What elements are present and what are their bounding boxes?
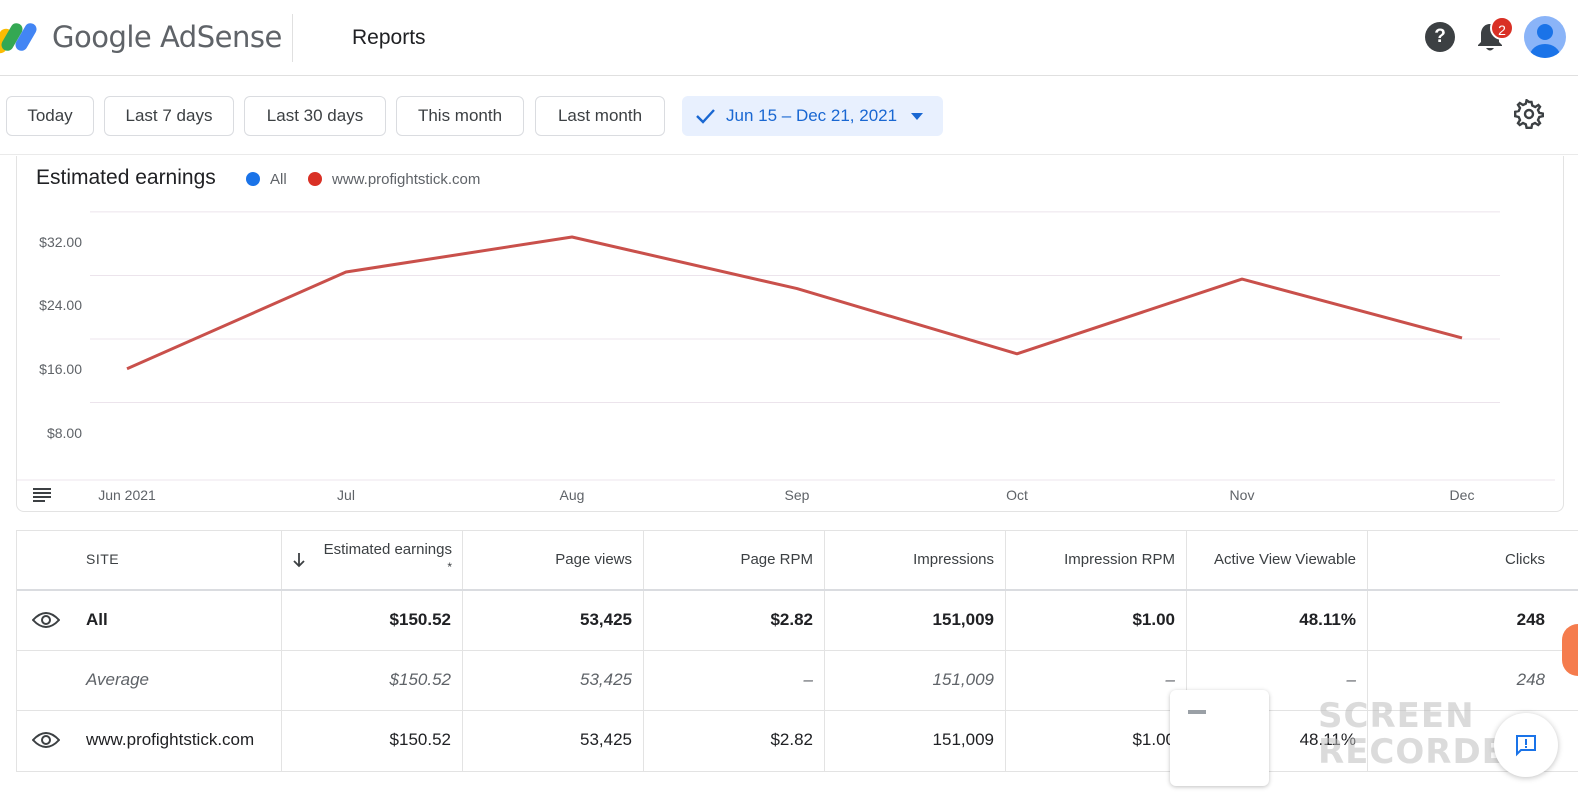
chip-today[interactable]: Today: [6, 96, 94, 136]
report-table: [16, 530, 1578, 772]
settings-gear-icon[interactable]: [1514, 99, 1544, 129]
chip-last-month[interactable]: Last month: [535, 96, 665, 136]
chart-card: [16, 156, 1564, 512]
y-tick-label: $24.00: [39, 297, 82, 313]
feedback-button[interactable]: [1494, 713, 1558, 777]
page-title: Reports: [352, 26, 426, 49]
x-tick-label: Dec: [1449, 487, 1475, 503]
x-tick-label: Jul: [337, 487, 355, 503]
selected-range-label: Jun 15 – Dec 21, 2021: [726, 106, 898, 125]
column-divider: [1186, 530, 1187, 772]
table-cell: 248: [1516, 670, 1545, 689]
row-label-average: Average: [86, 670, 150, 689]
row-label-site: www.profightstick.com: [86, 730, 255, 749]
x-tick-label: Jun 2021: [98, 487, 156, 503]
table-cell: $1.00: [1132, 610, 1175, 629]
column-divider: [1367, 530, 1368, 772]
column-divider: [643, 530, 644, 772]
table-cell: 53,425: [580, 670, 632, 689]
account-avatar[interactable]: [1524, 16, 1566, 58]
top-app-bar: Google AdSense Reports ? 2: [0, 0, 1578, 76]
column-divider: [462, 530, 463, 772]
chip-last-30-days[interactable]: Last 30 days: [244, 96, 386, 136]
brand-name[interactable]: Google AdSense: [52, 20, 282, 54]
adsense-logo-icon: [0, 23, 37, 54]
chip-last-7-days[interactable]: Last 7 days: [104, 96, 234, 136]
visibility-eye-icon[interactable]: [32, 611, 60, 629]
help-icon[interactable]: ?: [1425, 22, 1455, 52]
floating-widget-edge[interactable]: [1562, 624, 1578, 676]
column-header-site[interactable]: SITE: [86, 551, 120, 567]
row-divider: [17, 710, 1578, 711]
row-label-all: All: [86, 610, 108, 629]
chip-custom-range[interactable]: Jun 15 – Dec 21, 2021: [682, 96, 943, 136]
table-cell: $2.82: [770, 610, 813, 629]
recorder-watermark: SCREEN RECORDER: [1318, 698, 1533, 770]
x-tick-label: Oct: [1006, 487, 1028, 503]
column-header-impressions[interactable]: Impressions: [913, 551, 994, 568]
column-header-page-views[interactable]: Page views: [555, 551, 632, 568]
chip-this-month[interactable]: This month: [396, 96, 524, 136]
y-tick-label: $32.00: [39, 234, 82, 250]
column-header-clicks[interactable]: Clicks: [1505, 551, 1545, 568]
row-divider: [17, 650, 1578, 651]
x-tick-label: Sep: [784, 487, 810, 503]
table-cell: 248: [1516, 610, 1545, 629]
sort-descending-icon[interactable]: [292, 552, 306, 568]
column-header-impression-rpm[interactable]: Impression RPM: [1064, 551, 1175, 568]
table-cell: 48.11%: [1299, 610, 1356, 629]
legend-label-all[interactable]: All: [270, 171, 287, 188]
visibility-eye-icon[interactable]: [32, 731, 60, 749]
table-cell: –: [1165, 670, 1175, 689]
watermark-line: SCREEN: [1318, 696, 1475, 736]
column-header-active-view-viewable[interactable]: Active View Viewable: [1213, 551, 1356, 568]
table-cell: 151,009: [932, 610, 994, 629]
table-cell: $150.52: [389, 610, 451, 629]
chart-title: Estimated earnings: [36, 166, 216, 189]
check-icon: [696, 109, 715, 124]
legend-dot-site: [308, 172, 322, 186]
minimize-icon[interactable]: [1188, 710, 1206, 714]
date-range-bar: Today Last 7 days Last 30 days This mont…: [0, 77, 1578, 155]
x-tick-label: Nov: [1229, 487, 1255, 503]
column-header-estimated-earnings[interactable]: Estimated earnings: [323, 541, 452, 558]
chart-menu-icon[interactable]: [33, 488, 51, 502]
table-cell: 48.11%: [1299, 730, 1356, 749]
y-tick-label: $16.00: [39, 361, 82, 377]
column-divider: [824, 530, 825, 772]
notification-badge: 2: [1490, 16, 1514, 40]
table-cell: 53,425: [580, 730, 632, 749]
table-cell: –: [803, 670, 813, 689]
table-cell: $150.52: [389, 670, 451, 689]
table-cell: 151,009: [932, 670, 994, 689]
table-cell: $1.00: [1132, 730, 1175, 749]
table-cell: 53,425: [580, 610, 632, 629]
table-cell: $2.82: [770, 730, 813, 749]
feedback-icon: [1516, 735, 1536, 757]
y-tick-label: $8.00: [46, 425, 82, 441]
table-cell: –: [1346, 670, 1356, 689]
column-header-page-rpm[interactable]: Page RPM: [740, 551, 813, 568]
header-divider: [292, 14, 293, 62]
column-divider: [1005, 530, 1006, 772]
dropdown-caret-icon: [911, 113, 923, 120]
sort-marker: *: [447, 560, 452, 574]
recorder-control-panel[interactable]: [1170, 690, 1269, 786]
column-divider: [281, 530, 282, 772]
user-silhouette-icon: [1530, 24, 1560, 58]
legend-dot-all: [246, 172, 260, 186]
legend-label-site[interactable]: www.profightstick.com: [332, 171, 481, 188]
table-cell: $150.52: [389, 730, 451, 749]
header-row-divider: [17, 589, 1578, 591]
table-cell: 151,009: [932, 730, 994, 749]
x-tick-label: Aug: [559, 487, 585, 503]
